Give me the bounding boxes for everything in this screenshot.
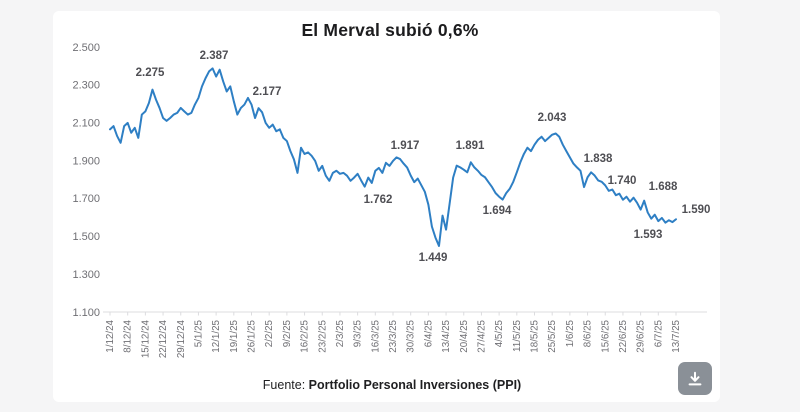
svg-text:1.900: 1.900: [72, 155, 100, 167]
svg-text:23/2/25: 23/2/25: [317, 319, 328, 352]
svg-text:1.891: 1.891: [456, 140, 485, 152]
svg-text:2.387: 2.387: [200, 50, 229, 62]
x-axis-labels: 1/12/24 8/12/24 15/12/24 22/12/24 29/12/24 5/…: [105, 319, 682, 358]
svg-text:30/3/25: 30/3/25: [406, 319, 417, 352]
svg-text:9/2/25: 9/2/25: [282, 319, 293, 347]
svg-text:6/4/25: 6/4/25: [423, 319, 434, 347]
svg-text:2.100: 2.100: [72, 118, 100, 130]
svg-text:2.043: 2.043: [538, 112, 567, 124]
svg-text:1.593: 1.593: [634, 229, 663, 241]
svg-text:2.275: 2.275: [136, 67, 165, 79]
svg-text:5/1/25: 5/1/25: [193, 319, 204, 347]
svg-text:2/3/25: 2/3/25: [335, 319, 346, 347]
svg-text:19/1/25: 19/1/25: [229, 319, 240, 352]
svg-text:2.300: 2.300: [72, 80, 100, 92]
svg-text:29/12/24: 29/12/24: [176, 319, 187, 358]
svg-text:27/4/25: 27/4/25: [476, 319, 487, 352]
source-caption: Fuente: Portfolio Personal Inversiones (…: [92, 378, 692, 392]
chart-card: [53, 11, 720, 402]
download-button[interactable]: [678, 362, 712, 395]
svg-text:1.590: 1.590: [682, 204, 711, 216]
svg-text:2/2/25: 2/2/25: [264, 319, 275, 347]
source-prefix-label: Fuente:: [262, 378, 306, 392]
svg-text:1.700: 1.700: [72, 193, 100, 205]
y-axis-labels: 2.500 2.300 2.100 1.900 1.700 1.500 1.300 1.100: [72, 42, 100, 319]
svg-text:22/12/24: 22/12/24: [158, 319, 169, 358]
svg-text:1.500: 1.500: [72, 231, 100, 243]
svg-text:2.500: 2.500: [72, 42, 100, 54]
svg-text:8/12/24: 8/12/24: [123, 319, 134, 352]
svg-text:26/1/25: 26/1/25: [247, 319, 258, 352]
svg-text:1/12/24: 1/12/24: [105, 319, 116, 352]
svg-text:16/3/25: 16/3/25: [370, 319, 381, 352]
svg-text:22/6/25: 22/6/25: [618, 319, 629, 352]
svg-text:4/5/25: 4/5/25: [494, 319, 505, 347]
svg-text:29/6/25: 29/6/25: [636, 319, 647, 352]
svg-text:6/7/25: 6/7/25: [653, 319, 664, 347]
source-name-label: Portfolio Personal Inversiones (PPI): [308, 378, 522, 392]
svg-text:16/2/25: 16/2/25: [300, 319, 311, 352]
chart-title: El Merval subió 0,6%: [301, 20, 479, 40]
svg-text:1.694: 1.694: [483, 205, 512, 217]
svg-text:18/5/25: 18/5/25: [530, 319, 541, 352]
svg-text:1.740: 1.740: [608, 175, 637, 187]
svg-text:1.838: 1.838: [584, 153, 613, 165]
x-axis-line: [103, 311, 707, 316]
series-line: [109, 67, 677, 247]
svg-text:20/4/25: 20/4/25: [459, 319, 470, 352]
svg-text:1.300: 1.300: [72, 269, 100, 281]
svg-text:1.917: 1.917: [391, 140, 420, 152]
svg-text:15/12/24: 15/12/24: [140, 319, 151, 358]
svg-text:8/6/25: 8/6/25: [583, 319, 594, 347]
svg-text:1.688: 1.688: [649, 181, 678, 193]
svg-text:15/6/25: 15/6/25: [600, 319, 611, 352]
svg-text:23/3/25: 23/3/25: [388, 319, 399, 352]
svg-text:2.177: 2.177: [253, 86, 282, 98]
svg-text:1/6/25: 1/6/25: [565, 319, 576, 347]
data-labels: 2.275 2.387 2.177 1.917 1.762 1.449 1.891 1.694…: [136, 50, 711, 264]
svg-text:1.449: 1.449: [419, 252, 448, 264]
svg-text:12/1/25: 12/1/25: [211, 319, 222, 352]
svg-text:11/5/25: 11/5/25: [512, 319, 523, 352]
download-icon: [685, 369, 705, 389]
svg-text:13/4/25: 13/4/25: [441, 319, 452, 352]
svg-text:1.100: 1.100: [72, 307, 100, 319]
svg-text:1.762: 1.762: [364, 194, 393, 206]
svg-text:13/7/25: 13/7/25: [671, 319, 682, 352]
svg-text:9/3/25: 9/3/25: [353, 319, 364, 347]
svg-text:25/5/25: 25/5/25: [547, 319, 558, 352]
